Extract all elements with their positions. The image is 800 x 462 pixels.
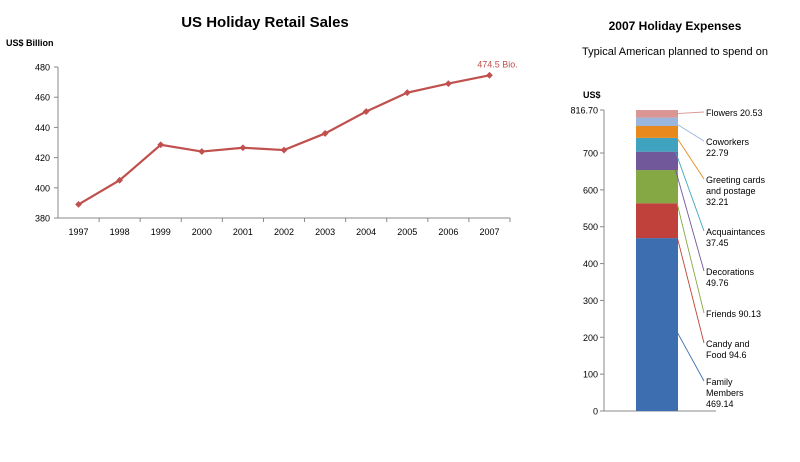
bar-segment	[636, 110, 678, 118]
line-chart-annotation: 474.5 Bio.	[477, 59, 518, 69]
bar-segment-label: 32.21	[706, 197, 729, 207]
line-chart-xtick-label: 2006	[438, 227, 458, 237]
bar-chart-ytick-label: 400	[583, 259, 598, 269]
bar-segment-leader-line	[672, 186, 705, 314]
line-chart-xtick-label: 1997	[69, 227, 89, 237]
line-chart-ytick-label: 420	[35, 153, 50, 163]
bar-chart-ytick-label: 700	[583, 149, 598, 159]
line-chart-point	[321, 130, 329, 137]
line-chart-title: US Holiday Retail Sales	[181, 14, 349, 31]
line-chart-xtick-label: 2007	[479, 227, 499, 237]
bar-segment-label: 49.76	[706, 278, 729, 288]
line-chart-ytick-label: 380	[35, 214, 50, 224]
line-chart-ytick-label: 440	[35, 123, 50, 133]
bar-segment	[636, 137, 678, 152]
line-chart-ytick-label: 480	[35, 63, 50, 73]
bar-segment	[636, 151, 678, 171]
bar-segment-label: 22.79	[706, 148, 729, 158]
line-chart-point	[75, 201, 82, 208]
bar-chart-title: 2007 Holiday Expenses	[608, 19, 742, 33]
bar-chart-ytick-label: 0	[593, 407, 598, 417]
line-chart-ytick-label: 460	[35, 93, 50, 103]
bar-segment-leader-line	[672, 324, 705, 382]
bar-segment-label: Flowers 20.53	[706, 108, 763, 118]
bar-segment-label: Acquaintances	[706, 227, 766, 237]
line-chart-point	[444, 80, 452, 88]
bar-segment-leader-line	[672, 121, 705, 142]
bar-segment-label: Candy and	[706, 339, 750, 349]
bar-segment-leader-line	[672, 144, 705, 232]
line-chart-ytick-label: 400	[35, 183, 50, 193]
line-chart-point	[157, 141, 165, 149]
bar-segment-leader-line	[672, 160, 705, 272]
bar-segment-label: Coworkers	[706, 137, 750, 147]
line-chart-xtick-label: 1999	[151, 227, 171, 237]
line-chart-xtick-label: 1998	[110, 227, 130, 237]
bar-chart-ytick-label: 600	[583, 185, 598, 195]
line-chart-point	[486, 71, 493, 79]
line-chart-xtick-label: 2002	[274, 227, 294, 237]
line-chart-xtick-label: 2003	[315, 227, 335, 237]
line-chart-point	[198, 148, 206, 155]
bar-segment	[636, 125, 678, 138]
bar-segment	[636, 238, 678, 411]
bar-chart-ytick-label: 500	[583, 222, 598, 232]
line-chart-ylabel: US$ Billion	[6, 38, 54, 48]
bar-segment-label: 37.45	[706, 238, 729, 248]
bar-chart-ytick-label: 100	[583, 370, 598, 380]
bar-segment-label: 469.14	[706, 399, 734, 409]
line-chart-xtick-label: 2004	[356, 227, 376, 237]
line-chart-series-line	[77, 74, 490, 206]
bar-segment	[636, 170, 678, 204]
bar-chart-ytop-label: 816.70	[570, 106, 598, 116]
bar-chart-ytick-label: 200	[583, 333, 598, 343]
bar-segment-label: Greeting cards	[706, 175, 766, 185]
bar-segment	[636, 203, 678, 239]
bar-segment-leader-line	[672, 131, 705, 180]
bar-segment-label: and postage	[706, 186, 756, 196]
bar-chart-subtitle: Typical American planned to spend on	[582, 46, 768, 58]
line-chart-xtick-label: 2000	[192, 227, 212, 237]
bar-segment-leader-line	[672, 111, 705, 115]
line-chart-point	[239, 144, 247, 152]
line-chart-point	[116, 176, 124, 184]
line-chart-point	[362, 108, 370, 115]
bar-segment-leader-line	[672, 220, 705, 344]
bar-segment	[636, 117, 678, 126]
line-chart-point	[403, 89, 411, 97]
line-chart-xtick-label: 2001	[233, 227, 253, 237]
bar-segment-label: Decorations	[706, 267, 755, 277]
line-chart-xtick-label: 2005	[397, 227, 417, 237]
line-chart-point	[280, 146, 288, 154]
bar-chart-ytick-label: 300	[583, 296, 598, 306]
bar-segment-label: Food 94.6	[706, 350, 747, 360]
bar-segment-label: Friends 90.13	[706, 309, 761, 319]
bar-segment-label: Family	[706, 377, 733, 387]
bar-segment-label: Members	[706, 388, 744, 398]
bar-chart-ylabel: US$	[583, 90, 601, 100]
